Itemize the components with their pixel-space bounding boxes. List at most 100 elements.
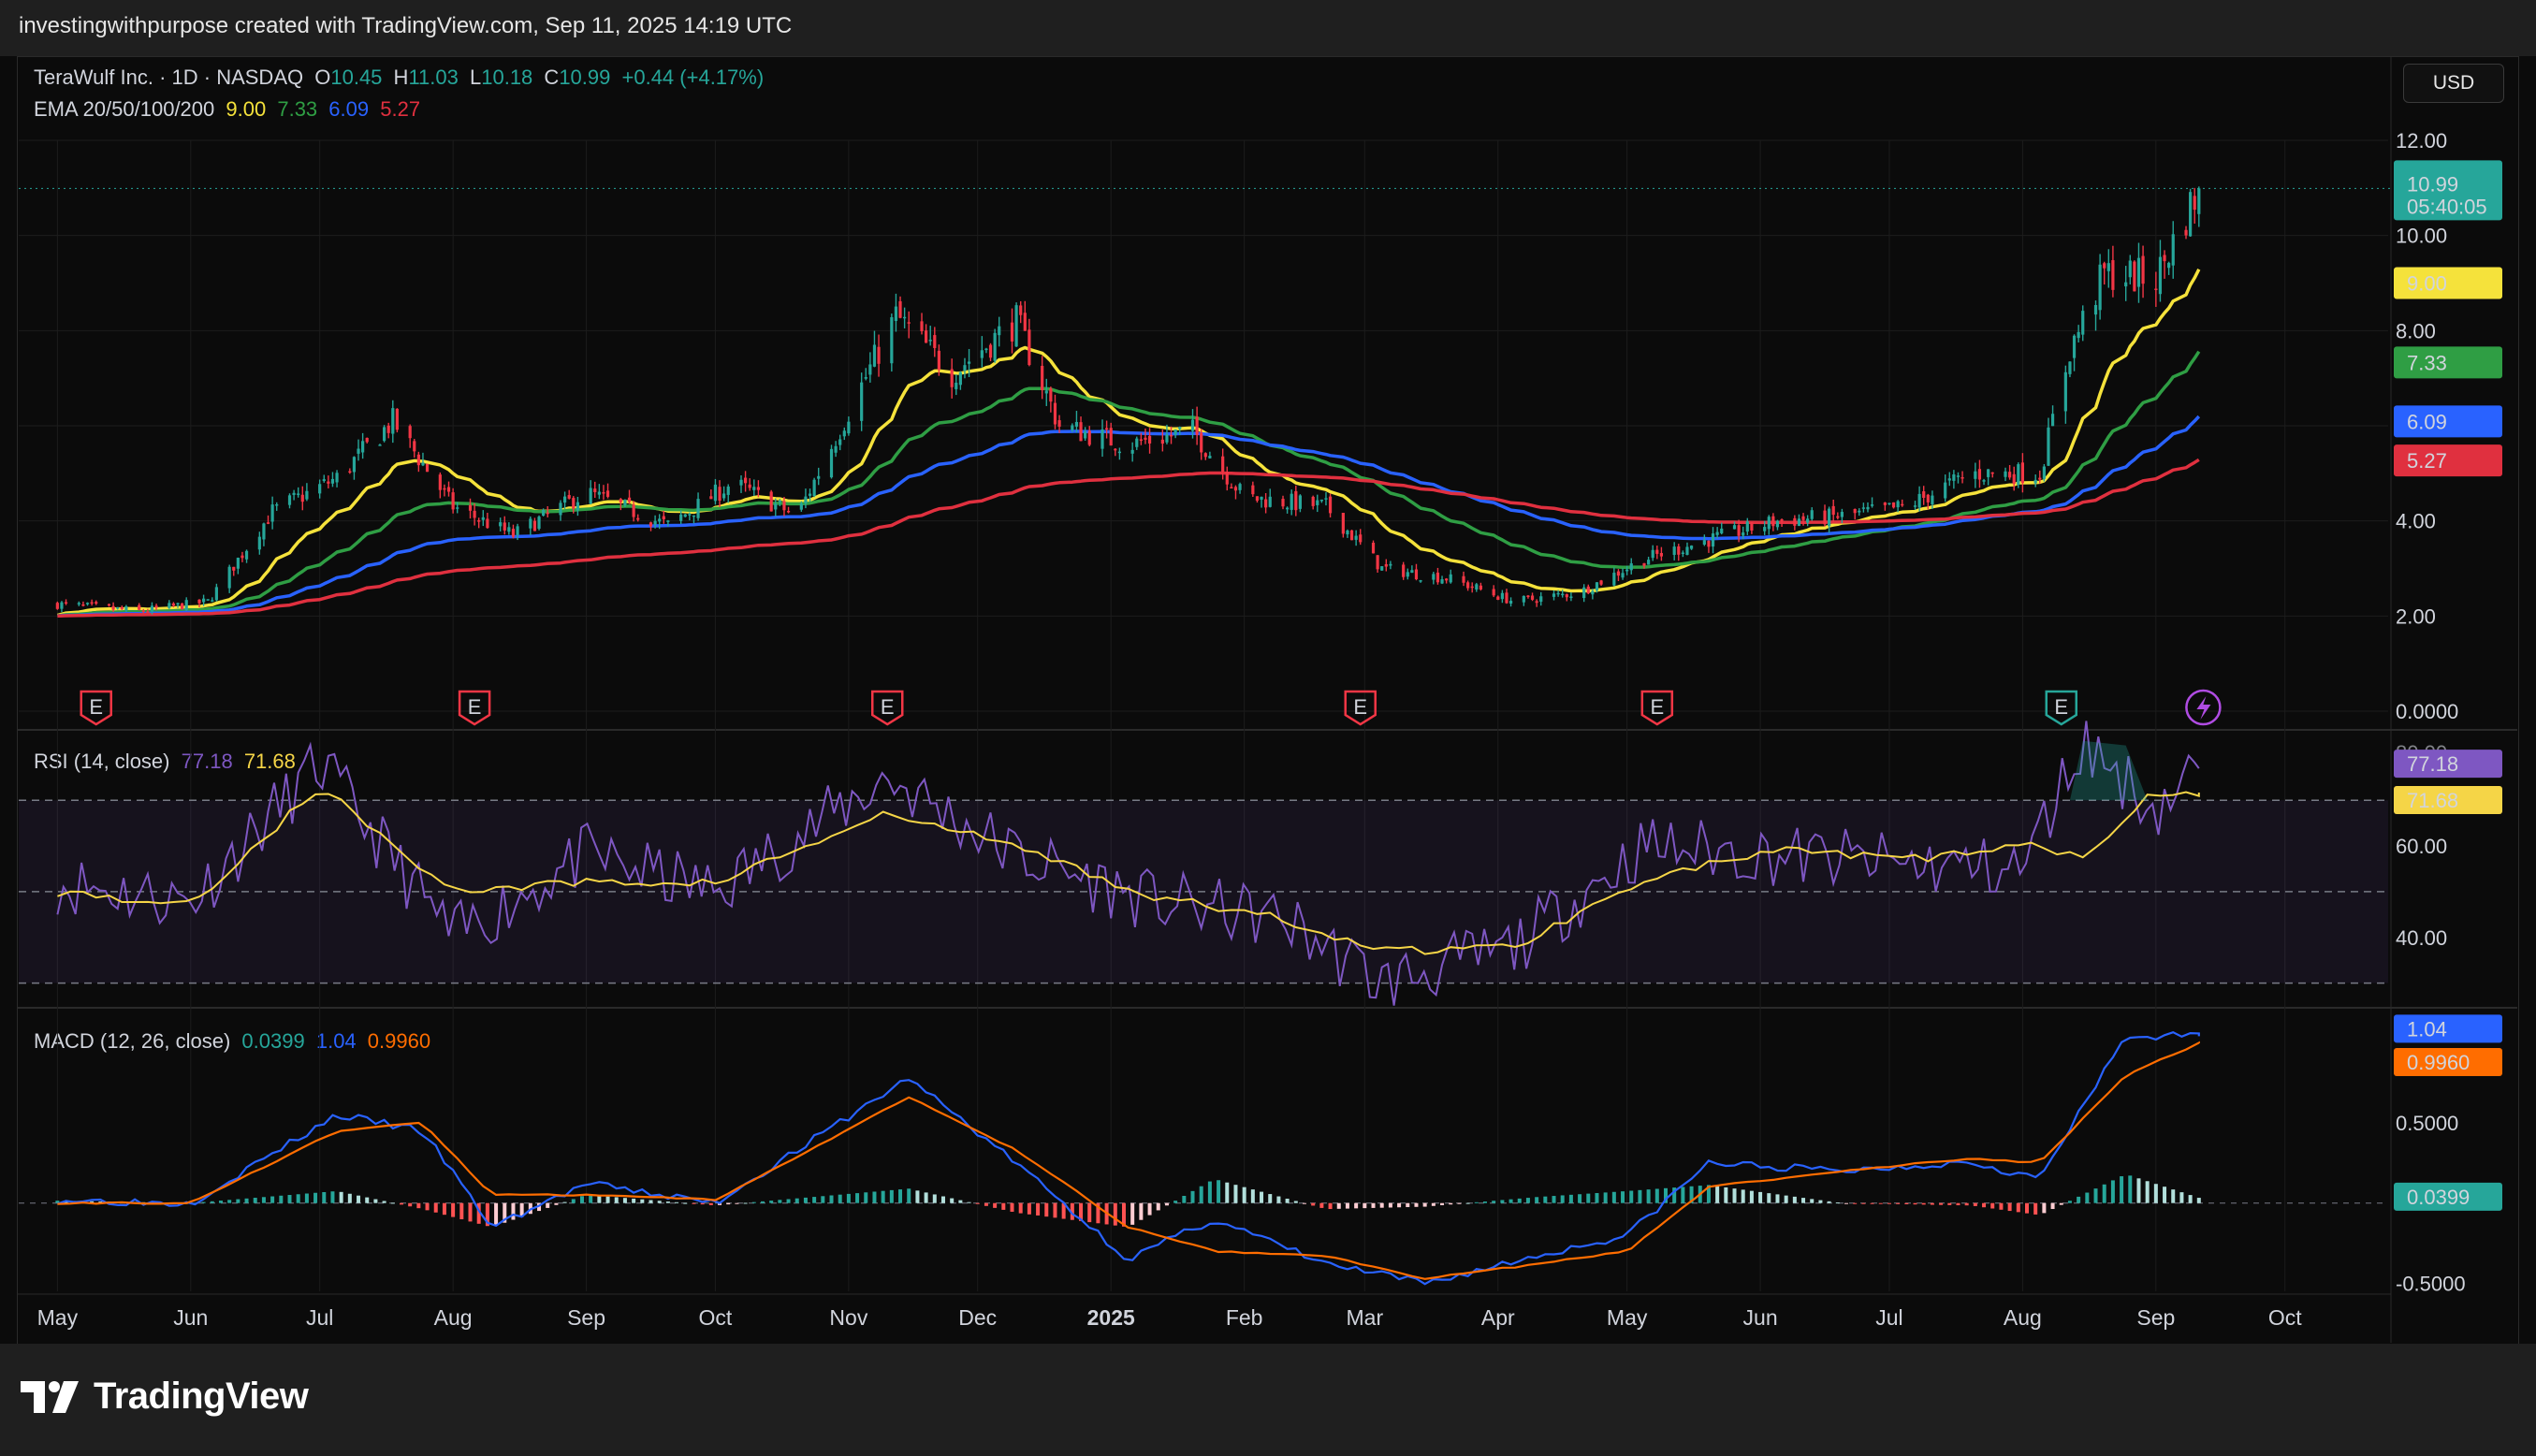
earnings-marker[interactable] [1344,690,1377,726]
macd-histogram-bar [2102,1184,2106,1203]
macd-histogram-bar [485,1202,489,1227]
macd-legend: MACD (12, 26, close) 0.0399 1.04 0.9960 [34,1029,436,1054]
candle-body [451,492,455,510]
candle-body [361,441,365,453]
candle-body [1384,563,1388,567]
tradingview-logo-icon [21,1380,79,1413]
candle-body [2141,255,2145,284]
candle-body [408,426,412,439]
candle-body [2136,257,2141,287]
macd-histogram-bar [511,1202,516,1220]
candle-body [2124,282,2128,287]
macd-histogram-bar [846,1193,851,1203]
candle-body [1406,572,1409,577]
candle-body [1492,589,1495,596]
candle-body [2093,304,2098,315]
macd-histogram-bar [1629,1190,1634,1203]
macd-histogram-bar [390,1202,395,1204]
candle-body [1462,575,1465,583]
earnings-marker-label: E [89,695,103,719]
candle-body [1359,534,1363,543]
macd-histogram-bar [812,1197,817,1203]
macd-histogram-bar [1302,1202,1306,1204]
x-tick-label: Mar [1347,1305,1384,1330]
x-tick-label: Aug [2004,1305,2042,1330]
candle-body [1685,546,1689,555]
macd-histogram-bar [1406,1202,1410,1208]
candle-body [1475,584,1479,590]
rsi-value: 77.18 [181,750,233,773]
candle-body [1238,484,1242,490]
candle-body [1130,449,1134,454]
macd-histogram-bar [1878,1202,1883,1204]
candle-body [898,300,902,318]
candle-body [632,504,635,517]
macd-histogram-bar [1397,1202,1402,1208]
earnings-marker[interactable] [458,690,491,726]
macd-histogram-bar [1758,1191,1763,1203]
candle-body [1440,579,1444,584]
macd-histogram-bar [1964,1202,1969,1206]
macd-histogram-bar [382,1201,386,1203]
macd-histogram-bar [339,1191,343,1203]
earnings-marker[interactable] [80,690,112,726]
earnings-marker[interactable] [870,690,904,726]
candle-body [1230,487,1233,489]
macd-histogram-bar [1311,1202,1316,1206]
candle-body [154,605,158,608]
candle-body [1470,586,1474,589]
candle-body [1255,496,1260,502]
macd-histogram-bar [1887,1202,1891,1204]
macd-histogram-bar [1784,1195,1788,1203]
candle-body [2047,427,2050,466]
candle-body [77,603,80,604]
macd-histogram-bar [1535,1197,1539,1203]
candle-body [318,484,322,494]
histogram-axis-label: 0.0399 [2407,1186,2470,1209]
candle-body [1053,402,1057,425]
candle-body [666,520,670,522]
candle-body [984,348,988,351]
candle-body [2193,196,2196,211]
macd-histogram-bar [589,1195,593,1203]
candle-body [1221,456,1225,472]
macd-histogram-bar [2042,1202,2047,1214]
earnings-marker[interactable] [1640,690,1674,726]
candle-body [244,550,249,560]
candle-body [391,408,395,434]
macd-histogram-bar [1681,1187,1685,1203]
macd-histogram-bar [1336,1202,1341,1209]
macd-histogram-bar [476,1202,481,1224]
macd-histogram-bar [821,1196,825,1203]
tradingview-logo[interactable]: TradingView [21,1376,309,1418]
candle-body [1780,519,1784,521]
candle-body [2171,234,2175,266]
macd-y-tick-label: -0.5000 [2396,1272,2466,1295]
macd-histogram-bar [1646,1189,1651,1203]
candle-body [232,566,236,571]
open-label: O10.45 [314,66,383,89]
macd-histogram-bar [365,1197,370,1203]
candle-body [1264,499,1268,508]
candle-body [1028,329,1031,366]
macd-histogram-bar [1027,1202,1031,1215]
candle-body [713,484,718,502]
macd-histogram-bar [632,1198,636,1203]
earnings-marker[interactable] [2045,690,2078,726]
macd-histogram-bar [459,1202,464,1219]
macd-histogram-bar [1663,1187,1668,1203]
macd-histogram-bar [1319,1202,1324,1208]
y-tick-label: 2.00 [2396,604,2436,628]
macd-histogram-bar [1190,1190,1195,1203]
candle-body [176,603,180,605]
candle-body [1552,593,1556,597]
currency-button[interactable]: USD [2403,64,2504,103]
candle-body [1931,495,1934,504]
candle-body [649,522,653,527]
candle-body [1208,456,1212,459]
macd-histogram-bar [1921,1202,1926,1205]
macd-histogram-bar [2110,1180,2115,1203]
candle-body [988,344,993,358]
event-lightning-icon[interactable] [2185,689,2222,726]
